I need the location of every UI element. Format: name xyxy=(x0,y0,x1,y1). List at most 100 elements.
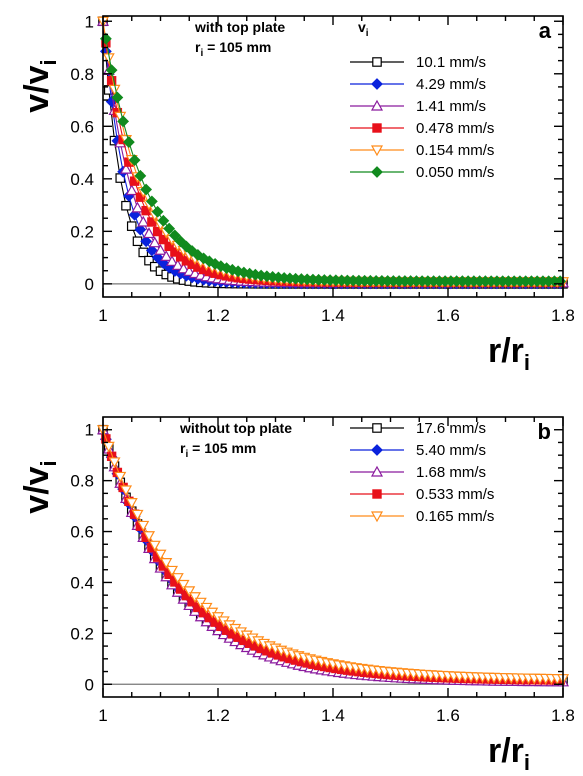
panel-letter: b xyxy=(538,419,551,444)
legend-swatch-marker xyxy=(370,145,384,157)
x-axis-label-sub: i xyxy=(524,750,530,775)
data-point xyxy=(214,260,227,273)
y-tick-label: 1 xyxy=(85,12,94,31)
y-tick-label: 0.8 xyxy=(70,472,94,491)
legend-label: 0.050 mm/s xyxy=(416,164,494,181)
annotation-line2: ri = 105 mm xyxy=(195,39,271,59)
annotation-line2-rest: = 105 mm xyxy=(188,440,256,456)
data-point xyxy=(144,255,154,266)
x-axis-label-main: r/r xyxy=(488,732,524,770)
legend-label: 4.29 mm/s xyxy=(416,76,486,93)
x-tick-label: 1.2 xyxy=(206,306,230,325)
series-4 xyxy=(96,425,570,685)
data-point xyxy=(171,259,184,270)
legend-label: 0.533 mm/s xyxy=(416,486,494,503)
data-point xyxy=(186,245,199,257)
data-point xyxy=(160,250,173,261)
data-point xyxy=(170,247,180,257)
data-point xyxy=(137,520,150,532)
data-point xyxy=(177,262,190,274)
x-tick-label: 1.4 xyxy=(321,306,345,325)
annotation-line2: ri = 105 mm xyxy=(180,440,256,460)
x-axis-label-main: r/r xyxy=(488,332,524,370)
data-point xyxy=(165,255,179,266)
legend-swatch-marker xyxy=(370,99,384,111)
x-tick-label: 1 xyxy=(98,706,107,725)
data-point xyxy=(119,485,133,497)
series-2 xyxy=(96,423,570,687)
data-point xyxy=(158,234,169,245)
data-point xyxy=(157,214,170,227)
data-point xyxy=(137,215,150,227)
legend-label: 0.478 mm/s xyxy=(416,120,494,137)
data-point xyxy=(122,136,135,148)
y-tick-label: 0.4 xyxy=(70,573,94,592)
legend-item: 1.41 mm/s xyxy=(350,98,486,115)
legend-item: 0.478 mm/s xyxy=(350,120,494,137)
legend-title-sub: i xyxy=(366,28,369,39)
series-0 xyxy=(98,424,568,687)
x-axis-label-sub: i xyxy=(524,350,530,375)
annotation-line2-main: r xyxy=(195,39,201,55)
legend-label: 0.165 mm/s xyxy=(416,508,494,525)
legend-swatch-marker xyxy=(371,444,383,456)
data-point xyxy=(160,558,173,569)
data-point xyxy=(135,192,146,202)
data-point xyxy=(194,597,207,609)
x-tick-label: 1.8 xyxy=(551,706,575,725)
legend-swatch-marker xyxy=(372,423,382,433)
data-point xyxy=(140,235,153,248)
data-point xyxy=(125,184,138,196)
data-point xyxy=(131,201,144,213)
x-axis-label: r/ri xyxy=(488,732,530,775)
plot-area xyxy=(96,423,570,687)
data-point xyxy=(142,227,156,239)
x-axis-label: r/ri xyxy=(488,332,530,375)
legend-item: 4.29 mm/s xyxy=(350,76,486,93)
data-point xyxy=(188,592,202,604)
data-point xyxy=(114,471,127,483)
legend-label: 1.41 mm/s xyxy=(416,98,486,115)
legend: vi 10.1 mm/s 4.29 mm/s 1.41 mm/s 0.478 mm/s 0… xyxy=(350,19,494,181)
legend-item: 0.165 mm/s xyxy=(350,508,494,525)
y-axis-label: v/vi xyxy=(18,460,61,513)
data-point xyxy=(164,241,174,252)
data-point xyxy=(183,586,196,598)
panel-a: 1 1.2 1.4 1.6 1.800.20.40.60.81v/vir/riawith… xyxy=(18,12,575,375)
data-point xyxy=(154,549,167,561)
legend: 17.6 mm/s 5.40 mm/s 1.68 mm/s 0.533 mm/s 0.1… xyxy=(350,420,494,525)
data-point xyxy=(171,573,184,584)
legend-item: 0.050 mm/s xyxy=(350,164,494,181)
y-axis-label-main: v/v xyxy=(18,65,56,112)
legend-title: vi xyxy=(358,19,369,39)
legend-item: 0.154 mm/s xyxy=(350,142,494,159)
annotation-line2-main: r xyxy=(180,440,186,456)
data-point xyxy=(121,200,131,211)
legend-label: 17.6 mm/s xyxy=(416,420,486,437)
annotation-line2-rest: = 105 mm xyxy=(203,39,271,55)
data-point xyxy=(142,531,156,542)
data-point xyxy=(131,509,144,521)
data-point xyxy=(134,223,147,236)
y-tick-label: 0.2 xyxy=(70,624,94,643)
plot-area xyxy=(96,15,570,290)
series-line xyxy=(105,438,561,681)
data-point xyxy=(138,247,149,258)
data-point xyxy=(128,154,141,167)
panel-b: 1 1.2 1.4 1.6 1.800.20.40.60.81v/vir/ribwith… xyxy=(18,416,575,775)
legend-swatch-marker xyxy=(372,57,382,67)
data-point xyxy=(191,249,204,261)
legend-label: 0.154 mm/s xyxy=(416,142,494,159)
data-point xyxy=(203,255,216,268)
data-point xyxy=(145,244,158,257)
y-tick-label: 0.2 xyxy=(70,222,94,241)
data-point xyxy=(163,222,176,235)
data-point xyxy=(111,91,124,104)
data-point xyxy=(119,162,133,174)
y-tick-label: 0.6 xyxy=(70,523,94,542)
panel-letter: a xyxy=(539,18,552,43)
y-axis-label-sub: i xyxy=(36,460,61,466)
y-axis-label-sub: i xyxy=(36,59,61,65)
data-point xyxy=(151,251,164,264)
